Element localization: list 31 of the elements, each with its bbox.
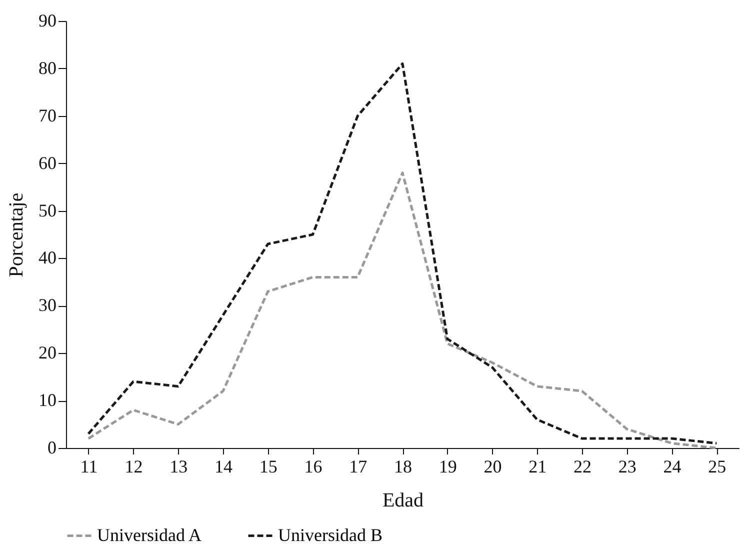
- x-tick-label: 18: [394, 456, 412, 476]
- x-tick-label: 17: [349, 456, 368, 476]
- y-tick-label: 40: [38, 248, 56, 268]
- y-tick-label: 0: [48, 438, 56, 458]
- y-tick-label: 80: [38, 58, 56, 78]
- line-series: [87, 62, 718, 445]
- x-tick-label: 24: [663, 456, 682, 476]
- line-series: [87, 172, 718, 450]
- x-tick-label: 11: [80, 456, 98, 476]
- x-tick-label: 23: [618, 456, 636, 476]
- x-tick-label: 20: [484, 456, 502, 476]
- y-axis-title: Porcentaje: [6, 192, 28, 278]
- x-tick-label: 15: [259, 456, 278, 476]
- x-tick-label: 13: [170, 456, 188, 476]
- x-tick-label: 22: [573, 456, 592, 476]
- y-tick-label: 70: [38, 105, 56, 126]
- x-tick-label: 12: [124, 456, 143, 476]
- legend-label: Universidad B: [278, 524, 382, 545]
- y-tick-label: 90: [38, 10, 56, 30]
- y-tick-label: 20: [38, 342, 56, 363]
- legend-label: Universidad A: [97, 524, 202, 545]
- y-tick-label: 60: [38, 152, 56, 173]
- y-tick-label: 10: [38, 390, 56, 410]
- x-tick-label: 25: [708, 456, 726, 476]
- y-tick-label: 30: [38, 295, 56, 316]
- x-tick-label: 16: [304, 456, 322, 476]
- x-tick-label: 19: [438, 456, 457, 476]
- x-tick-label: 14: [214, 456, 233, 476]
- x-tick-label: 21: [528, 456, 547, 476]
- y-tick-label: 50: [38, 200, 56, 220]
- x-axis-title: Edad: [382, 490, 424, 512]
